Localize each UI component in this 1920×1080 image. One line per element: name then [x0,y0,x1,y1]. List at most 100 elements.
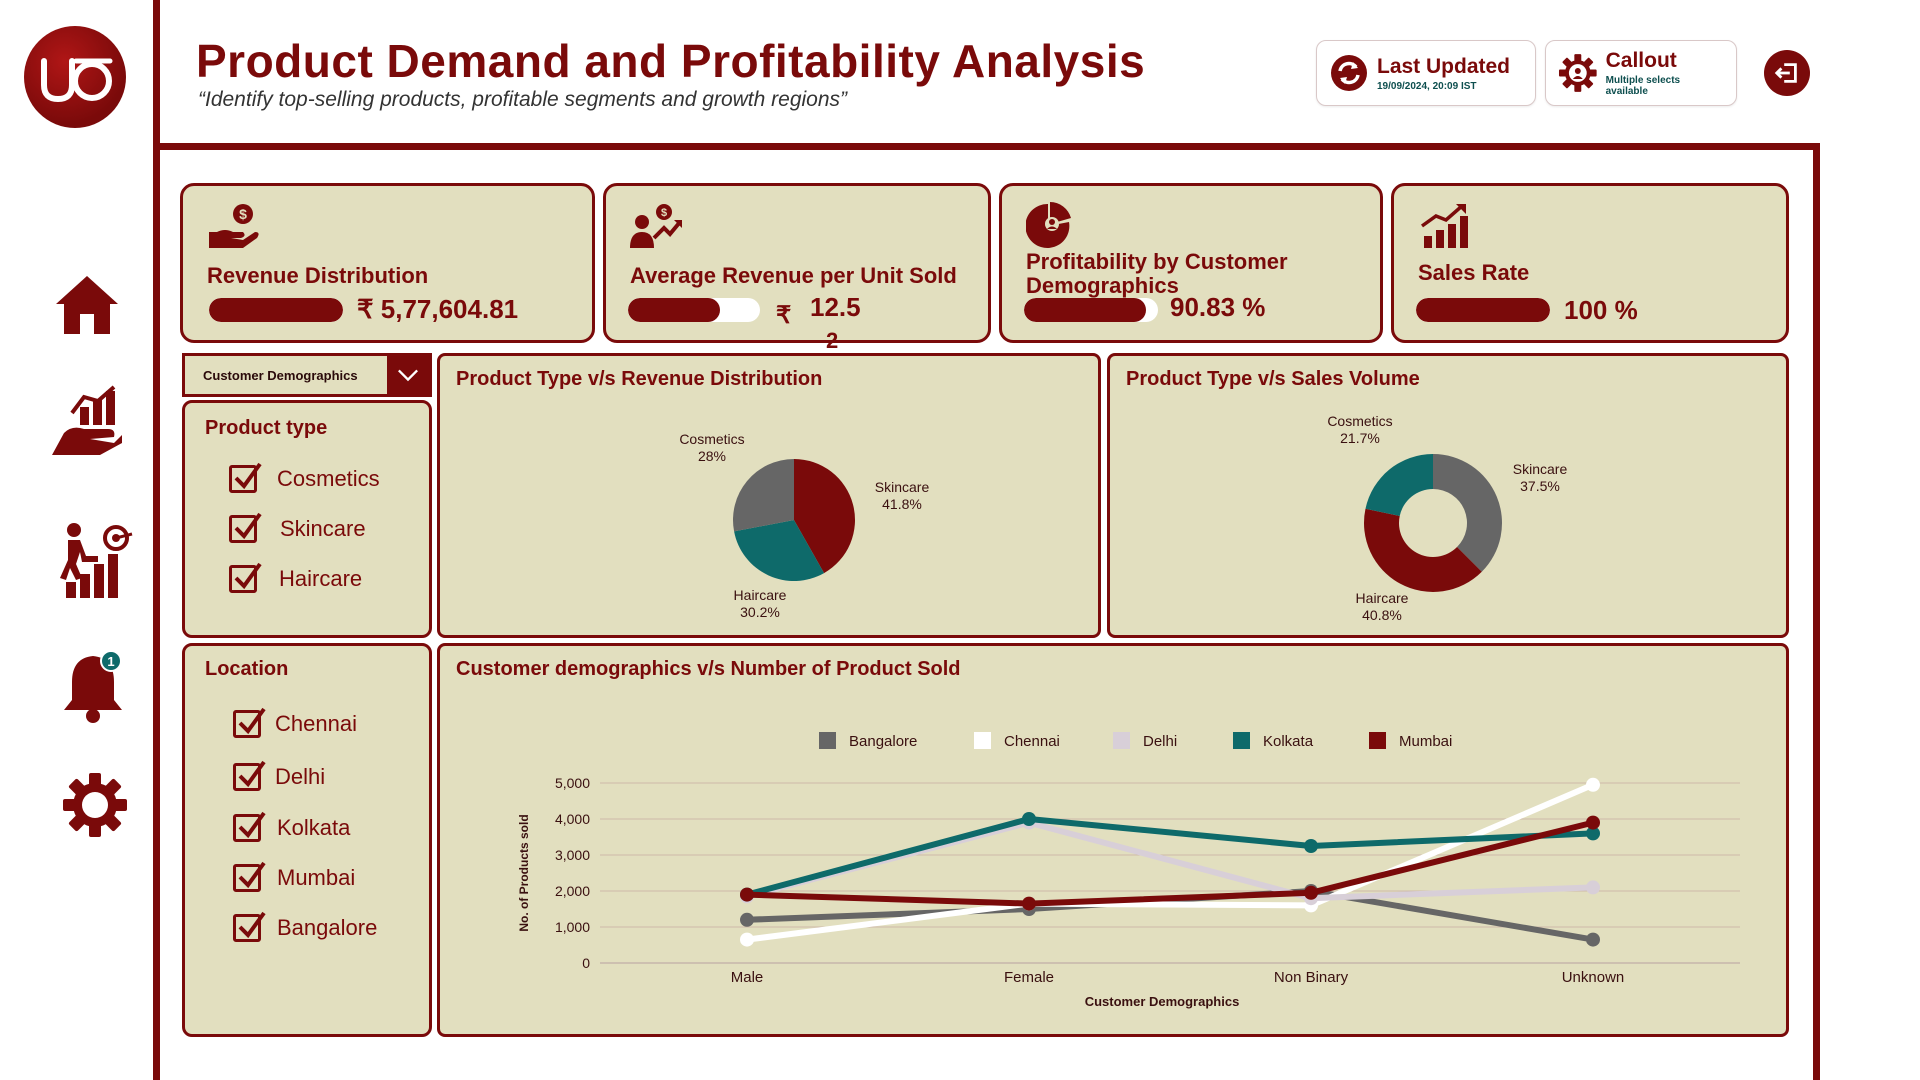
pie-person-icon [1026,202,1071,248]
x-tick-label: Female [1004,969,1054,986]
kpi-progress-fill [1416,298,1550,322]
product-type-filter: Product type Cosmetics Skincare Haircare [182,400,432,638]
y-tick-label: 1,000 [555,919,590,935]
home-icon [56,276,118,334]
slice-pct-cosmetics: 28% [698,448,726,464]
checkbox-skincare[interactable]: Skincare [229,512,366,543]
gear-icon [63,773,127,837]
pie-slice-cosmetics[interactable] [733,459,794,532]
data-point-mumbai[interactable] [1022,896,1036,911]
pie-slice-haircare[interactable] [734,520,825,581]
legend-label-chennai: Chennai [1004,733,1060,750]
demographics-dropdown[interactable]: Customer Demographics [182,353,432,397]
pie-slice-haircare[interactable] [1364,508,1482,592]
checkbox-box[interactable] [233,911,266,942]
data-point-chennai[interactable] [1586,777,1600,792]
dropdown-selected-value: Customer Demographics [203,367,358,383]
kpi-value: 90.83 % [1170,292,1266,322]
y-tick-label: 2,000 [555,883,590,899]
page-title: Product Demand and Profitability Analysi… [196,35,1146,87]
kpi-card-avg-revenue: $ Average Revenue per Unit Sold ₹ 12.5 2 [603,183,991,353]
y-axis-title: No. of Products sold [517,814,531,931]
legend-label-kolkata: Kolkata [1263,733,1314,750]
pie-slice-skincare[interactable] [1433,454,1502,572]
exit-button[interactable] [1764,50,1810,96]
data-point-bangalore[interactable] [1586,932,1600,947]
data-point-kolkata[interactable] [1304,839,1318,853]
location-filter: Location Chennai Delhi Kolkata Mumbai Ba… [182,643,432,1037]
legend-swatch-delhi [1113,732,1130,749]
callout-button[interactable]: Callout Multiple selects available [1545,40,1737,106]
kpi-label: Profitability by Customer Demographics [1026,249,1288,298]
legend-swatch-mumbai [1369,732,1386,749]
nav-notifications-button[interactable]: 1 [60,650,126,724]
callout-label: Callout [1605,49,1677,72]
chevron-down-icon [398,369,418,382]
slice-pct-haircare: 30.2% [740,604,780,620]
check-icon [238,811,266,839]
check-icon [238,760,266,788]
data-point-mumbai[interactable] [740,887,754,902]
kpi-card-sales-rate: Sales Rate 100 % [1391,183,1789,343]
last-updated-label: Last Updated [1377,54,1511,78]
check-icon [238,861,266,889]
data-point-mumbai[interactable] [1304,885,1318,900]
page-subtitle: “Identify top-selling products, profitab… [198,88,848,111]
checkbox-box[interactable] [233,707,266,738]
checkbox-box[interactable] [233,861,266,892]
gear-person-icon [1558,54,1597,92]
filter-title: Product type [205,417,328,439]
last-updated-button[interactable]: Last Updated 19/09/2024, 20:09 IST [1316,40,1536,106]
slice-pct-cosmetics: 21.7% [1340,430,1380,446]
nav-settings-button[interactable] [62,772,128,838]
data-point-delhi[interactable] [1586,880,1600,895]
kpi-value: ₹ 5,77,604.81 [357,294,519,324]
slice-label-skincare: Skincare [1513,461,1568,477]
check-icon [238,707,266,735]
data-point-kolkata[interactable] [1586,826,1600,841]
checkbox-box[interactable] [229,512,262,543]
revenue-pie-panel: Product Type v/s Revenue Distribution Sk… [437,353,1101,638]
dropdown-arrow[interactable] [387,356,429,394]
pie-slice-cosmetics[interactable] [1365,454,1433,517]
x-tick-label: Male [731,969,764,986]
checkbox-cosmetics[interactable]: Cosmetics [229,462,380,493]
check-icon [234,462,262,490]
check-icon [234,512,262,540]
data-point-bangalore[interactable] [740,912,754,927]
checkbox-label: Skincare [280,516,366,541]
checkbox-box[interactable] [229,462,262,493]
checkbox-box[interactable] [229,562,262,593]
checkbox-box[interactable] [233,811,266,842]
nav-growth-button[interactable] [58,520,134,600]
x-axis-title: Customer Demographics [1085,994,1240,1009]
data-point-mumbai[interactable] [1586,815,1600,830]
logo-mark-icon [41,58,113,103]
data-point-kolkata[interactable] [1022,812,1036,826]
kpi-progress-fill [209,298,343,322]
series-line-mumbai [746,819,1594,907]
sidebar: 1 [0,0,160,1080]
kpi-value: 100 % [1564,295,1638,325]
checkbox-chennai[interactable]: Chennai [233,707,357,738]
nav-home-button[interactable] [52,270,122,340]
checkbox-label: Haircare [279,566,363,591]
y-tick-label: 0 [582,955,590,971]
refresh-icon [1331,55,1367,91]
checkbox-haircare[interactable]: Haircare [229,562,363,593]
company-logo[interactable] [24,26,126,128]
checkbox-kolkata[interactable]: Kolkata [233,811,350,842]
data-point-chennai[interactable] [740,932,754,947]
checkbox-bangalore[interactable]: Bangalore [233,911,377,942]
checkbox-delhi[interactable]: Delhi [233,760,325,791]
checkbox-mumbai[interactable]: Mumbai [233,861,355,892]
slice-label-haircare: Haircare [1356,590,1409,606]
growth-target-icon [60,523,133,598]
slice-label-cosmetics: Cosmetics [679,431,744,447]
checkbox-box[interactable] [233,760,266,791]
nav-revenue-button[interactable] [50,385,124,459]
pie-slice-skincare[interactable] [794,459,855,574]
y-tick-label: 4,000 [555,811,590,827]
